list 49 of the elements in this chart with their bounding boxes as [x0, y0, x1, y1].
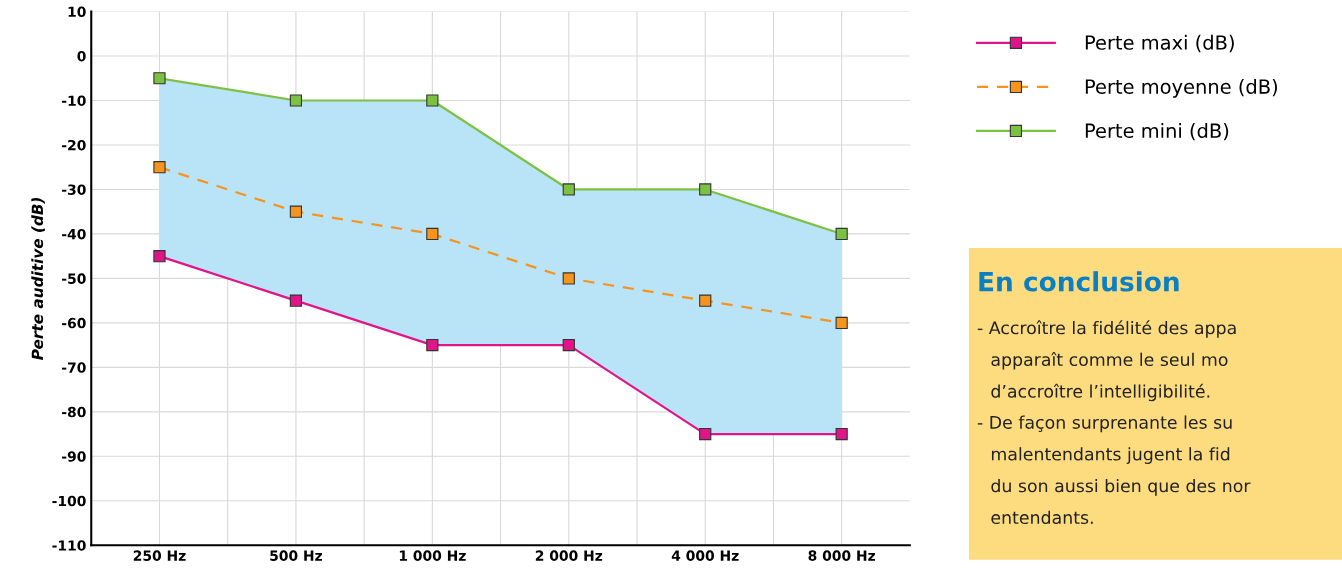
legend-label: Perte mini (dB) [1085, 123, 1229, 141]
x-tick-label: 2 000 Hz [535, 550, 603, 561]
x-tick-label: 500 Hz [270, 550, 323, 561]
x-tick-label: 250 Hz [133, 550, 186, 561]
point [153, 250, 166, 263]
y-tick-label: -100 [52, 495, 86, 507]
point [562, 339, 575, 352]
y-tick-label: -90 [62, 451, 86, 462]
text: malentendants jugent la fid [991, 447, 1230, 464]
point [835, 316, 848, 329]
y-tick-label: -50 [62, 273, 86, 284]
point [289, 94, 303, 107]
point [562, 272, 575, 285]
text: du son aussi bien que des nor [991, 478, 1251, 496]
text: En conclusion [979, 271, 1179, 292]
y-tick-label: -70 [62, 362, 86, 373]
point [153, 72, 166, 85]
y-tick-label: -110 [52, 540, 86, 551]
y-tick-label: 10 [68, 6, 86, 18]
y-tick-label: -60 [62, 317, 86, 329]
point [426, 94, 439, 107]
point [699, 427, 712, 441]
text: apparaît comme le seul mo [991, 351, 1228, 370]
point [153, 161, 166, 174]
y-tick-label: 0 [77, 50, 86, 62]
point [699, 294, 712, 307]
y-tick-label: -80 [62, 406, 86, 418]
y-tick-label: -30 [62, 184, 86, 195]
point [426, 227, 439, 241]
x-tick-label: 8 000 Hz [808, 550, 876, 561]
point [289, 294, 303, 307]
text: - Accroître la fidélité des appa [977, 320, 1236, 338]
text: d’accroître l’intelligibilité. [991, 383, 1210, 402]
text: - De façon surprenante les su [977, 415, 1232, 433]
point [426, 339, 439, 352]
point [699, 183, 712, 196]
point [835, 427, 848, 441]
y-tick-label: -10 [62, 95, 86, 106]
text: entendants. [991, 510, 1093, 525]
point [562, 183, 575, 196]
y-tick-label: -40 [62, 228, 86, 240]
point [835, 227, 848, 241]
x-tick-label: 4 000 Hz [671, 550, 739, 561]
y-tick-label: -20 [62, 139, 86, 151]
legend-label: Perte maxi (dB) [1085, 34, 1234, 53]
point [289, 205, 303, 218]
x-tick-label: 1 000 Hz [399, 550, 466, 561]
legend-label: Perte moyenne (dB) [1085, 78, 1277, 98]
y-axis-title: Perte auditive (dB) [31, 197, 45, 360]
